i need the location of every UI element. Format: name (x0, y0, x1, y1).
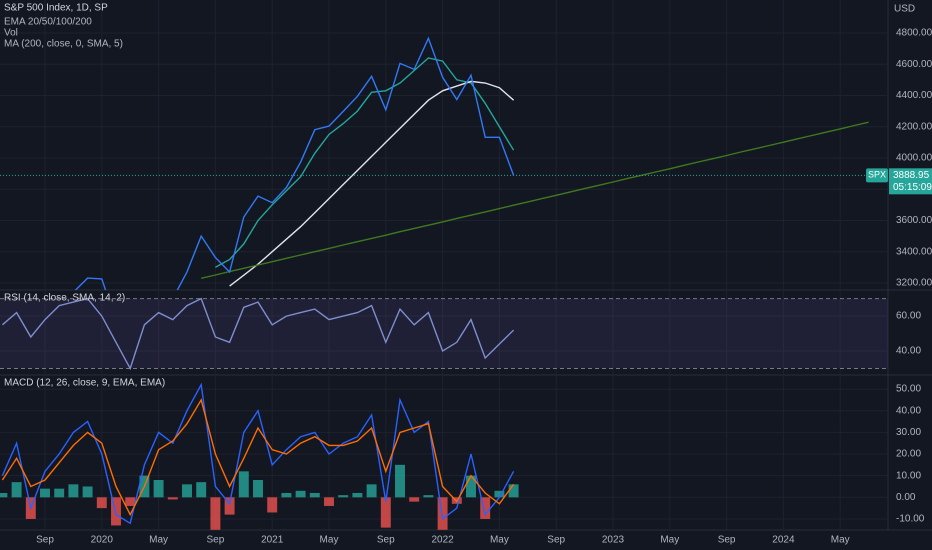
series-line (215, 57, 515, 268)
histogram-bar (295, 490, 306, 498)
x-tick-label: 2021 (261, 535, 284, 546)
x-tick-label: May (149, 535, 168, 546)
histogram-bar (0, 492, 8, 498)
pane-title: RSI (14, close, SMA, 14, 2) (4, 293, 125, 304)
series-line (201, 121, 869, 279)
symbol-label: SPX (868, 170, 886, 180)
histogram-bar (338, 495, 349, 498)
series-line (1, 382, 515, 525)
x-tick-label: Sep (36, 535, 54, 546)
histogram-bar (494, 490, 505, 498)
histogram-bar (196, 482, 207, 498)
y-tick-label: 40.00 (896, 405, 921, 416)
legend-entry: MA (200, close, 0, SMA, 5) (4, 39, 123, 50)
pane (0, 32, 888, 290)
y-tick-label: 4200.00 (896, 121, 932, 132)
histogram-bar (210, 497, 221, 530)
x-tick-label: Sep (718, 535, 736, 546)
x-tick-label: 2023 (602, 535, 625, 546)
x-tick-label: May (660, 535, 679, 546)
countdown-label: 05:15:09 (893, 182, 932, 193)
x-tick-label: May (831, 535, 850, 546)
histogram-bar (466, 475, 476, 498)
pane (0, 297, 888, 371)
histogram-bar (253, 479, 263, 498)
x-tick-label: Sep (207, 535, 225, 546)
histogram-bar (96, 497, 107, 509)
histogram-bar (153, 479, 164, 498)
price-tag (889, 168, 932, 195)
histogram-bar (40, 488, 50, 498)
x-tick-label: Sep (547, 535, 565, 546)
y-tick-label: 20.00 (896, 449, 921, 460)
histogram-bar (352, 492, 363, 498)
histogram-bar (309, 492, 320, 498)
legend-entry: EMA 20/50/100/200 (4, 17, 92, 28)
rsi-band (0, 298, 888, 369)
legend-entry: Vol (4, 28, 18, 39)
histogram-bar (82, 486, 93, 498)
y-tick-label: 0.00 (896, 492, 916, 503)
series-line (1, 398, 515, 517)
histogram-bar (125, 497, 136, 506)
x-tick-label: 2020 (91, 535, 114, 546)
histogram-bar (54, 488, 65, 498)
histogram-bar (167, 497, 178, 500)
histogram-bar (281, 492, 292, 498)
series-line (74, 36, 515, 290)
x-tick-label: Sep (377, 535, 395, 546)
axis-unit: USD (894, 4, 915, 15)
histogram-bar (508, 484, 519, 498)
y-tick-label: 40.00 (896, 346, 921, 357)
histogram-bar (409, 497, 420, 502)
histogram-bar (366, 484, 377, 498)
y-tick-label: -10.00 (896, 514, 925, 525)
y-tick-label: 60.00 (896, 311, 921, 322)
y-tick-label: 4600.00 (896, 59, 932, 70)
price-label: 3888.95 (893, 170, 930, 181)
y-tick-label: 3400.00 (896, 246, 932, 257)
histogram-bar (68, 484, 79, 498)
pane-title: MACD (12, 26, close, 9, EMA, EMA) (4, 378, 165, 389)
y-tick-label: 3200.00 (896, 278, 932, 289)
histogram-bar (423, 495, 434, 498)
y-tick-label: 30.00 (896, 427, 921, 438)
x-tick-label: May (320, 535, 339, 546)
histogram-bar (437, 497, 448, 530)
histogram-bar (224, 497, 235, 515)
y-tick-label: 10.00 (896, 470, 921, 481)
histogram-bar (182, 484, 192, 498)
series-line (1, 297, 515, 371)
histogram-bar (324, 497, 334, 506)
symbol-tag (866, 168, 888, 183)
y-tick-label: 50.00 (896, 384, 921, 395)
y-tick-label: 4400.00 (896, 90, 932, 101)
histogram-bar (238, 471, 249, 498)
histogram-bar (111, 497, 121, 526)
x-tick-label: 2024 (772, 535, 795, 546)
histogram-bar (395, 464, 405, 498)
y-tick-label: 4800.00 (896, 28, 932, 39)
histogram-bar (11, 482, 22, 498)
x-tick-label: 2022 (431, 535, 454, 546)
histogram-bar (267, 497, 278, 513)
histogram-bar (380, 497, 391, 528)
x-tick-label: May (490, 535, 509, 546)
histogram-bar (480, 497, 491, 519)
y-tick-label: 4000.00 (896, 153, 932, 164)
y-tick-label: 3600.00 (896, 215, 932, 226)
pane (0, 382, 888, 530)
pane-title: S&P 500 Index, 1D, SP (4, 3, 108, 14)
